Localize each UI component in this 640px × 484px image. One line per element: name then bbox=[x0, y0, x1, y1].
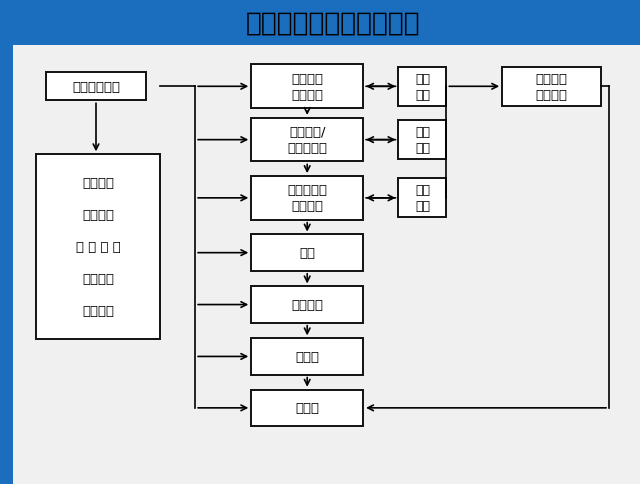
FancyBboxPatch shape bbox=[251, 339, 363, 375]
Text: 机会资源
优先顺序: 机会资源 优先顺序 bbox=[536, 73, 568, 102]
Text: 策略
规划: 策略 规划 bbox=[415, 73, 430, 102]
Text: 自我控制: 自我控制 bbox=[291, 299, 323, 311]
Text: 各事业部/
各部门目标: 各事业部/ 各部门目标 bbox=[287, 126, 327, 155]
Text: 行动
计划: 行动 计划 bbox=[415, 126, 430, 155]
FancyBboxPatch shape bbox=[251, 390, 363, 426]
Text: 成　果: 成 果 bbox=[295, 402, 319, 414]
FancyBboxPatch shape bbox=[398, 121, 447, 160]
FancyBboxPatch shape bbox=[502, 68, 602, 106]
Text: 大目标及
组织目标: 大目标及 组织目标 bbox=[291, 73, 323, 102]
Text: 研　讨: 研 讨 bbox=[295, 350, 319, 363]
FancyBboxPatch shape bbox=[398, 68, 447, 106]
FancyBboxPatch shape bbox=[398, 179, 447, 218]
FancyBboxPatch shape bbox=[251, 235, 363, 271]
Bar bbox=[0, 0, 13, 484]
Text: 组　　织

决　　策

问 题 解 决

激　　励

沟　　通: 组 织 决 策 问 题 解 决 激 励 沟 通 bbox=[76, 177, 120, 317]
Text: 各项管理作业: 各项管理作业 bbox=[72, 81, 120, 93]
FancyBboxPatch shape bbox=[251, 177, 363, 220]
Text: 领导自订的
个别目标: 领导自订的 个别目标 bbox=[287, 184, 327, 213]
Text: 目标管理制度的全面流程: 目标管理制度的全面流程 bbox=[246, 11, 420, 37]
FancyBboxPatch shape bbox=[35, 155, 160, 339]
FancyBboxPatch shape bbox=[251, 65, 363, 109]
FancyBboxPatch shape bbox=[46, 73, 146, 101]
FancyBboxPatch shape bbox=[251, 287, 363, 323]
Bar bbox=[0, 0, 640, 46]
FancyBboxPatch shape bbox=[251, 119, 363, 162]
Text: 行动: 行动 bbox=[300, 247, 315, 259]
Text: 行动
计划: 行动 计划 bbox=[415, 184, 430, 213]
